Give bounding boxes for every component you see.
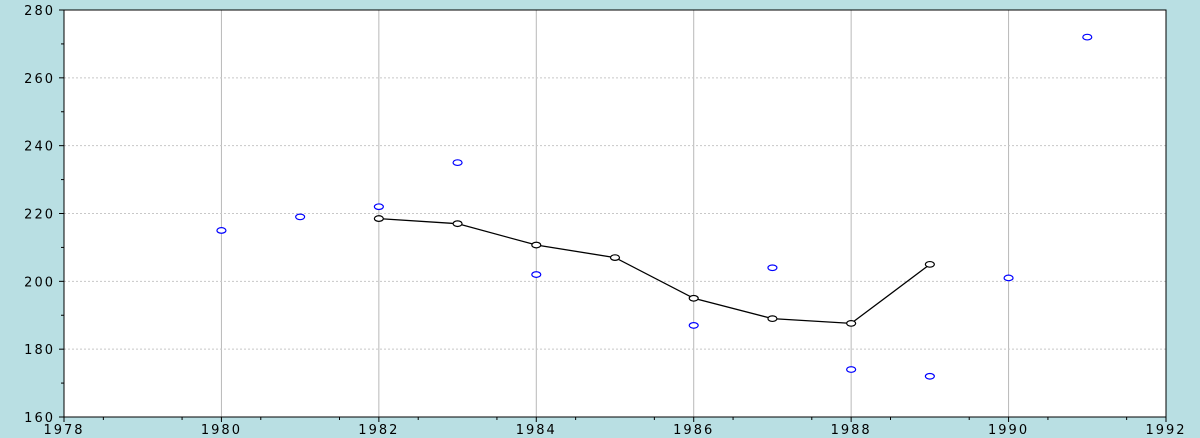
- line-point: [531, 241, 542, 249]
- x-tick-label: 1978: [43, 423, 84, 438]
- scatter-point: [373, 203, 384, 211]
- scatter-point: [452, 159, 463, 167]
- line-point: [688, 294, 699, 302]
- tick-labels: 1978 1980 1982 1984 1986 1988 1990 1992 160 180 20…: [24, 4, 1186, 438]
- line-point: [767, 315, 778, 323]
- x-tick-label: 1980: [201, 423, 242, 438]
- y-tick-label: 160: [24, 411, 55, 426]
- scatter-point: [295, 213, 306, 221]
- scatter-point: [531, 271, 542, 278]
- scatter-point: [688, 322, 699, 329]
- scatter-point: [1003, 274, 1014, 282]
- line-point: [373, 215, 384, 222]
- y-tick-label: 180: [24, 343, 55, 358]
- scatter-point: [767, 264, 778, 272]
- line-point: [609, 254, 621, 261]
- axes: [59, 9, 1167, 422]
- scatter-point: [216, 227, 227, 234]
- plot-area: [64, 10, 1166, 417]
- line-point: [924, 260, 935, 268]
- x-tick-label: 1984: [516, 423, 557, 438]
- trend-line: [378, 217, 931, 325]
- scatter-point: [924, 372, 935, 380]
- series-layer: [216, 33, 1093, 380]
- x-tick-label: 1986: [673, 423, 714, 438]
- grid: [64, 10, 1166, 417]
- x-tick-label: 1992: [1145, 423, 1186, 438]
- scatter-point: [846, 366, 857, 373]
- x-tick-label: 1988: [831, 423, 872, 438]
- y-tick-label: 220: [24, 208, 55, 223]
- plot-frame: [63, 9, 1167, 418]
- y-tick-label: 260: [24, 72, 55, 87]
- x-tick-label: 1982: [358, 423, 399, 438]
- y-tick-label: 280: [24, 4, 55, 19]
- line-point: [846, 319, 857, 327]
- y-tick-label: 200: [24, 275, 55, 290]
- line-point: [452, 220, 463, 228]
- scatter-point: [1082, 33, 1093, 41]
- y-tick-label: 240: [24, 140, 55, 155]
- x-tick-label: 1990: [988, 423, 1029, 438]
